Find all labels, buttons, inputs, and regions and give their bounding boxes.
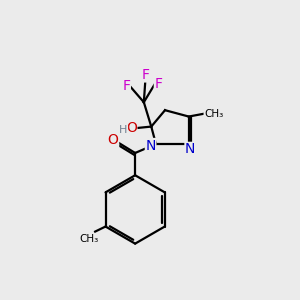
Text: N: N: [185, 142, 195, 156]
Text: F: F: [122, 79, 130, 93]
Text: F: F: [142, 68, 150, 82]
Text: N: N: [146, 139, 156, 152]
Text: O: O: [126, 121, 137, 135]
Text: F: F: [154, 77, 162, 91]
Text: CH₃: CH₃: [204, 109, 223, 118]
Text: H: H: [119, 125, 128, 135]
Text: CH₃: CH₃: [79, 234, 98, 244]
Text: O: O: [108, 133, 118, 147]
